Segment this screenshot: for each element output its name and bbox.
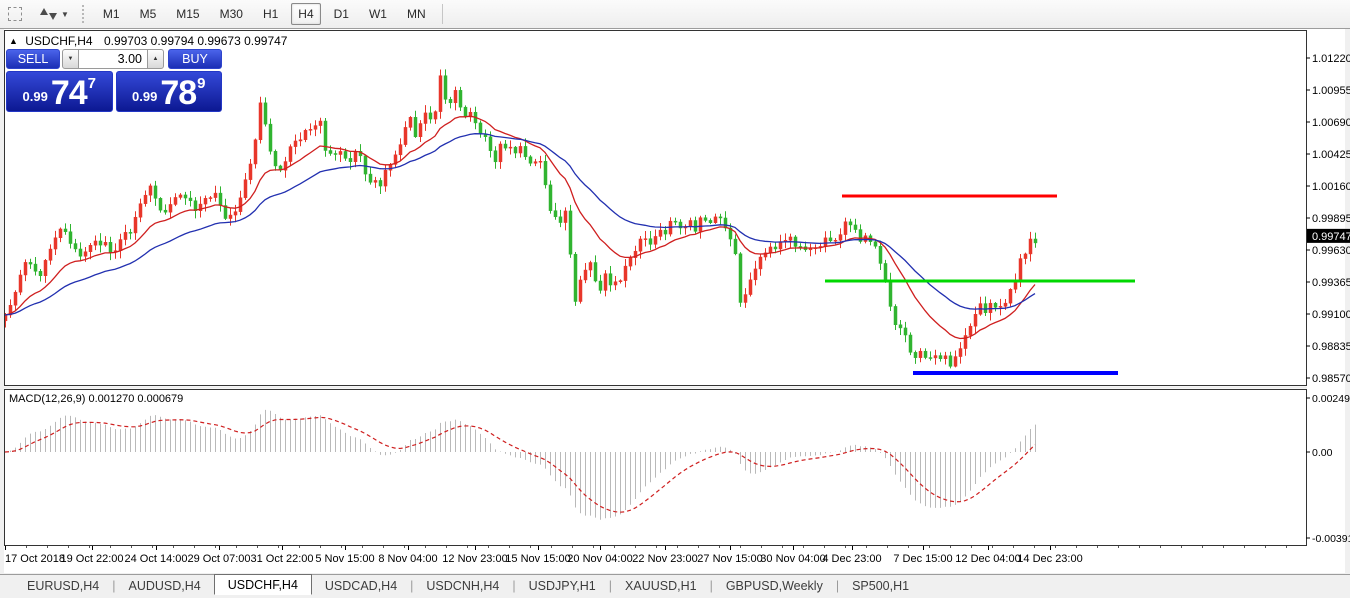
price-axis-label: 1.00690 — [1312, 117, 1350, 129]
chart-tab-usdcnh[interactable]: USDCNH,H4 — [426, 578, 500, 593]
timeframe-button-w1[interactable]: W1 — [362, 3, 394, 25]
time-axis-label: 22 Nov 23:00 — [632, 553, 697, 565]
time-axis-label: 4 Dec 23:00 — [822, 553, 881, 565]
time-axis-label: 12 Nov 23:00 — [442, 553, 507, 565]
chart-tab-audusd[interactable]: AUDUSD,H4 — [128, 578, 201, 593]
one-click-trading-panel: SELL ▼ 3.00 ▲ BUY 0.99 74 7 0.99 78 9 — [6, 49, 222, 112]
macd-axis[interactable]: 0.002492 0.00 -0.003913 — [1306, 393, 1350, 545]
chart-tab-usdjpy[interactable]: USDJPY,H1 — [528, 578, 596, 593]
buy-price-pip: 9 — [197, 75, 206, 92]
buy-price-prefix: 0.99 — [132, 89, 158, 104]
toolbar-grip[interactable] — [81, 5, 86, 23]
sell-price-prefix: 0.99 — [22, 89, 48, 104]
sell-price-pip: 7 — [87, 75, 96, 92]
ma-slow-line — [5, 133, 1036, 316]
buy-price-display[interactable]: 0.99 78 9 — [115, 71, 222, 112]
volume-increase-button[interactable]: ▲ — [147, 49, 164, 69]
time-axis-label: 8 Nov 04:00 — [378, 553, 437, 565]
time-axis-label: 7 Dec 15:00 — [893, 553, 952, 565]
price-axis-label: 0.98835 — [1312, 341, 1350, 353]
chart-ohlc-values: 0.99703 0.99794 0.99673 0.99747 — [103, 34, 288, 48]
time-axis-label: 24 Oct 14:00 — [125, 553, 188, 565]
volume-decrease-button[interactable]: ▼ — [62, 49, 79, 69]
chart-title: ▲ USDCHF,H4 0.99703 0.99794 0.99673 0.99… — [9, 34, 287, 48]
tab-separator: | — [835, 578, 840, 593]
timeframe-button-d1[interactable]: D1 — [327, 3, 356, 25]
chart-symbol: USDCHF,H4 — [25, 34, 93, 48]
current-price-tag: 0.99747 — [1307, 228, 1350, 243]
chart-tab-usdchf[interactable]: USDCHF,H4 — [213, 574, 312, 595]
time-axis-label: 17 Oct 2018 — [5, 553, 65, 565]
selection-box-icon[interactable] — [0, 3, 25, 25]
macd-indicator — [5, 409, 1036, 520]
time-axis-label: 20 Nov 04:00 — [567, 553, 632, 565]
timeframe-button-m15[interactable]: M15 — [169, 3, 206, 25]
current-price-label: 0.99747 — [1312, 231, 1350, 243]
dropdown-caret-icon[interactable]: ▼ — [61, 9, 69, 19]
time-axis-label: 27 Nov 15:00 — [697, 553, 762, 565]
chart-tab-gbpusd[interactable]: GBPUSD,Weekly — [725, 578, 823, 593]
time-axis-label: 19 Oct 22:00 — [61, 553, 124, 565]
chart-tab-eurusd[interactable]: EURUSD,H4 — [27, 578, 100, 593]
time-axis-label: 5 Nov 15:00 — [315, 553, 374, 565]
price-axis-label: 0.99100 — [1312, 309, 1350, 321]
volume-value[interactable]: 3.00 — [79, 49, 147, 69]
timeframe-button-m5[interactable]: M5 — [133, 3, 164, 25]
timeframe-bar: M1 M5 M15 M30 H1 H4 D1 W1 MN — [93, 3, 436, 25]
timeframe-button-mn[interactable]: MN — [400, 3, 433, 25]
chart-tab-bar: EURUSD,H4 | AUDUSD,H4 USDCHF,H4 USDCAD,H4 | US… — [0, 574, 1350, 596]
price-axis[interactable]: 1.01220 1.00955 1.00690 1.00425 1.00160 0.998… — [1306, 53, 1350, 385]
ma-fast-line — [5, 115, 1036, 340]
price-axis-label: 0.99365 — [1312, 277, 1350, 289]
sell-price-display[interactable]: 0.99 74 7 — [6, 71, 113, 112]
volume-stepper: ▼ 3.00 ▲ — [62, 49, 164, 69]
timeframe-button-h4[interactable]: H4 — [291, 3, 321, 25]
buy-button[interactable]: BUY — [168, 49, 222, 69]
price-axis-label: 1.01220 — [1312, 53, 1350, 65]
macd-histogram — [10, 409, 1036, 520]
macd-axis-label: 0.002492 — [1312, 393, 1350, 405]
tab-separator: | — [512, 578, 516, 593]
candlestick-series — [5, 69, 1038, 369]
sell-price-main: 74 — [50, 74, 88, 112]
price-axis-label: 0.98570 — [1312, 373, 1350, 385]
time-axis-label: 12 Dec 04:00 — [955, 553, 1020, 565]
tab-separator: | — [709, 578, 713, 593]
tick-arrows-icon[interactable]: ▼ — [37, 3, 72, 25]
tab-separator: | — [608, 578, 613, 593]
chart-tab-usdcad[interactable]: USDCAD,H4 — [324, 578, 398, 593]
chart-tab-xauusd[interactable]: XAUUSD,H1 — [625, 578, 697, 593]
time-axis-label: 30 Nov 04:00 — [760, 553, 825, 565]
time-axis-label: 14 Dec 23:00 — [1017, 553, 1082, 565]
tab-separator: | — [112, 578, 116, 593]
price-axis-label: 1.00160 — [1312, 181, 1350, 193]
sell-button[interactable]: SELL — [6, 49, 60, 69]
timeframe-button-m1[interactable]: M1 — [96, 3, 127, 25]
timeframe-button-h1[interactable]: H1 — [256, 3, 285, 25]
macd-axis-label: 0.00 — [1312, 447, 1333, 459]
time-axis-label: 29 Oct 07:00 — [188, 553, 251, 565]
price-axis-label: 0.99630 — [1312, 245, 1350, 257]
timeframe-button-m30[interactable]: M30 — [213, 3, 250, 25]
panel-collapse-icon[interactable]: ▲ — [9, 36, 18, 46]
buy-price-main: 78 — [160, 74, 197, 112]
macd-axis-label: -0.003913 — [1312, 533, 1350, 545]
price-axis-label: 1.00425 — [1312, 149, 1350, 161]
price-axis-label: 0.99895 — [1312, 213, 1350, 225]
toolbar-separator — [441, 4, 443, 24]
tab-separator: | — [410, 578, 414, 593]
top-toolbar: ▼ M1 M5 M15 M30 H1 H4 D1 W1 MN — [0, 0, 1350, 29]
time-axis-label: 31 Oct 22:00 — [251, 553, 314, 565]
chart-tab-sp500[interactable]: SP500,H1 — [852, 578, 910, 593]
price-axis-label: 1.00955 — [1312, 85, 1350, 97]
time-axis-label: 15 Nov 15:00 — [505, 553, 570, 565]
macd-indicator-label: MACD(12,26,9) 0.001270 0.000679 — [9, 393, 183, 405]
moving-averages — [5, 115, 1036, 340]
pane-splitter[interactable] — [4, 386, 1307, 389]
